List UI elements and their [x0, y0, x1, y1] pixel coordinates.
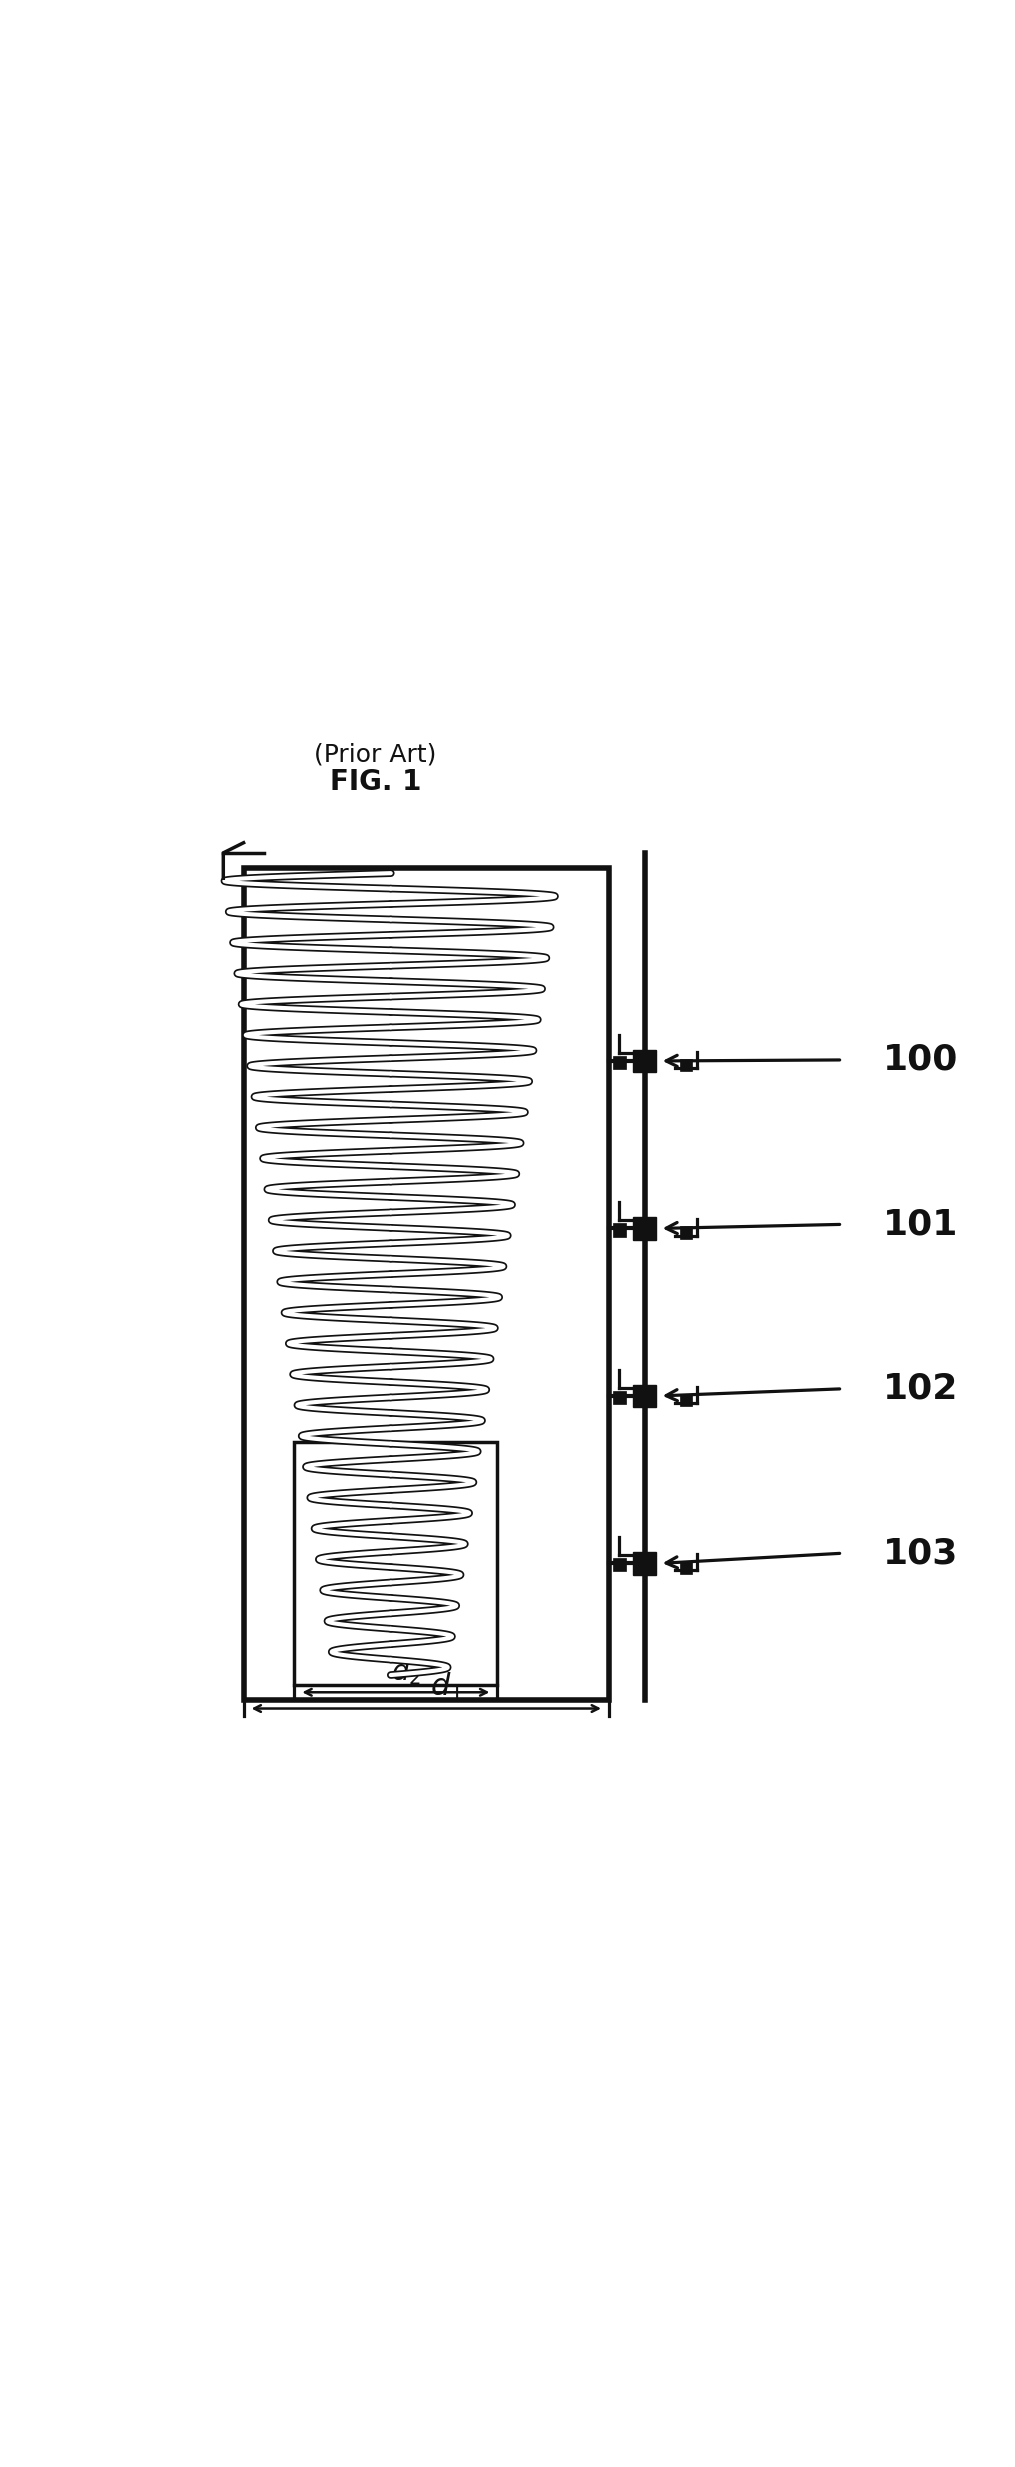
Text: 100: 100 [883, 1044, 958, 1078]
Text: (Prior Art): (Prior Art) [315, 743, 436, 767]
Bar [613, 1056, 626, 1068]
Bar [633, 1552, 656, 1574]
Text: 101: 101 [883, 1206, 958, 1241]
Bar [633, 1051, 656, 1073]
Bar [680, 1562, 692, 1574]
Text: 102: 102 [883, 1372, 958, 1406]
Bar [294, 1441, 497, 1685]
Text: $d_1$: $d_1$ [430, 1670, 463, 1702]
Text: $d_2$: $d_2$ [391, 1655, 421, 1687]
Bar [613, 1559, 626, 1571]
Bar [680, 1226, 692, 1238]
Bar [244, 868, 609, 1700]
Bar [680, 1058, 692, 1071]
Bar [633, 1384, 656, 1406]
Bar [613, 1224, 626, 1236]
Bar [680, 1394, 692, 1406]
Text: FIG. 1: FIG. 1 [330, 767, 421, 797]
Bar [633, 1216, 656, 1238]
Text: 103: 103 [883, 1537, 958, 1569]
Bar [613, 1391, 626, 1404]
